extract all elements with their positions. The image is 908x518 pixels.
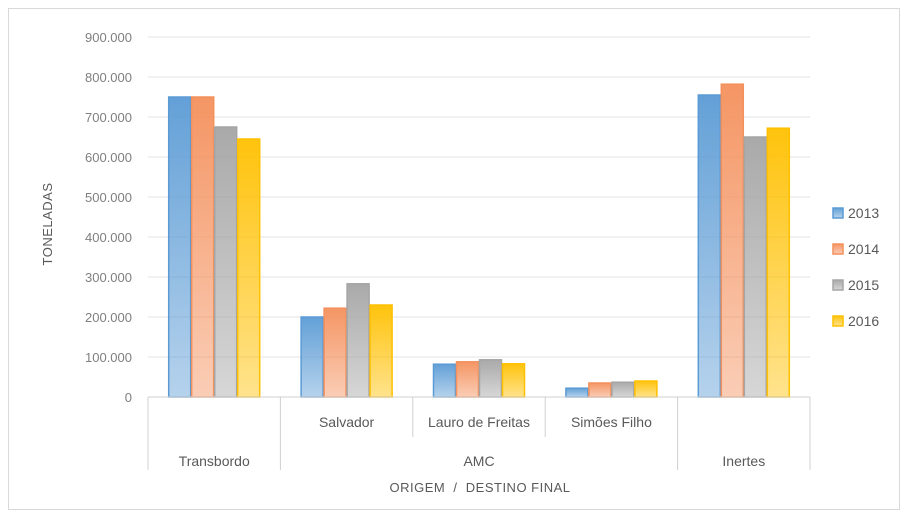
bars [167, 83, 791, 398]
legend-label: 2013 [848, 205, 879, 221]
legend-swatch [832, 207, 844, 219]
bar-2013 [167, 96, 192, 398]
bar-2016 [501, 363, 526, 398]
bar-2016 [634, 380, 658, 398]
y-tick-label: 0 [125, 390, 132, 405]
bar-2015 [478, 359, 503, 398]
x-axis-title: ORIGEM / DESTINO FINAL [389, 480, 570, 495]
y-tick-label: 300.000 [85, 270, 132, 285]
legend-swatch [832, 243, 844, 255]
bar-2015 [611, 381, 635, 398]
bar-2014 [588, 382, 612, 398]
bar-2013 [565, 387, 589, 398]
bar-2014 [190, 96, 215, 398]
bar-2015 [346, 283, 370, 398]
y-tick-label: 400.000 [85, 230, 132, 245]
bar-2016 [369, 304, 393, 398]
y-tick-label: 100.000 [85, 350, 132, 365]
legend-label: 2014 [848, 241, 879, 257]
y-tick-label: 600.000 [85, 150, 132, 165]
y-axis-title: TONELADAS [40, 182, 55, 265]
y-tick-label: 900.000 [85, 30, 132, 45]
legend: 2013 2014 2015 2016 [832, 205, 879, 329]
x-group-label: AMC [463, 453, 494, 469]
legend-swatch [832, 315, 844, 327]
bar-2014 [720, 83, 745, 398]
y-axis-ticks: 0 100.000 200.000 300.000 400.000 500.000 600.… [85, 30, 132, 405]
bar-2013 [432, 363, 457, 398]
y-tick-label: 700.000 [85, 110, 132, 125]
x-category-label: Simões Filho [571, 414, 652, 430]
legend-label: 2015 [848, 277, 879, 293]
legend-swatch [832, 279, 844, 291]
x-category-label: Lauro de Freitas [428, 414, 530, 430]
bar-2015 [213, 126, 238, 398]
x-axis: Transbordo Salvador Lauro de Freitas Simões… [147, 396, 811, 470]
x-category-label: Transbordo [179, 453, 250, 469]
y-tick-label: 500.000 [85, 190, 132, 205]
bar-2014 [323, 307, 347, 398]
bar-2015 [743, 136, 768, 398]
legend-label: 2016 [848, 313, 879, 329]
bar-2014 [455, 361, 480, 398]
bar-2013 [300, 316, 324, 398]
x-category-label: Salvador [319, 414, 375, 430]
bar-2016 [766, 127, 791, 398]
y-tick-label: 200.000 [85, 310, 132, 325]
bar-2013 [697, 94, 722, 398]
y-tick-label: 800.000 [85, 70, 132, 85]
x-category-label: Inertes [722, 453, 765, 469]
bar-2016 [236, 138, 261, 398]
